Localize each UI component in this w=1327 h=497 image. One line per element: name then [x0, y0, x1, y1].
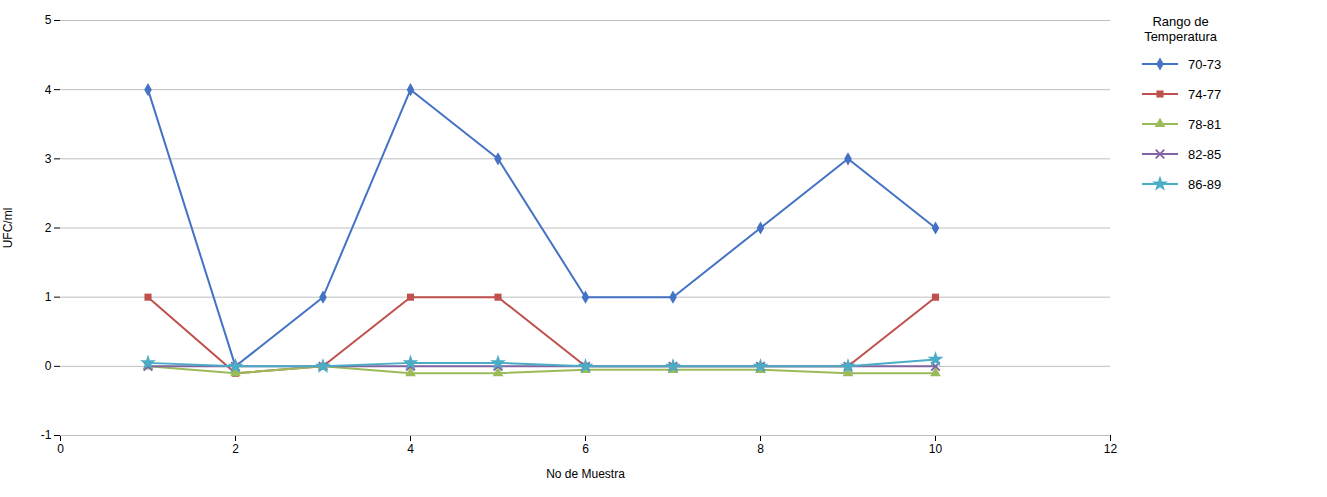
svg-text:10: 10 — [929, 442, 943, 456]
svg-text:4: 4 — [407, 442, 414, 456]
html-text:Rango de Temperatura: Rango de Temperatura — [1144, 14, 1218, 44]
html-text:74-77: 74-77 — [1188, 86, 1222, 102]
svg-text:UFC/ml: UFC/ml — [1, 208, 15, 249]
svg-text:12: 12 — [1104, 442, 1118, 456]
svg-text:-1: -1 — [41, 428, 52, 442]
html-text:82-85: 82-85 — [1188, 146, 1222, 162]
svg-text:5: 5 — [45, 13, 52, 27]
svg-text:No de Muestra: No de Muestra — [546, 467, 625, 481]
html-text:78-81: 78-81 — [1188, 116, 1222, 132]
svg-text:6: 6 — [582, 442, 589, 456]
svg-text:0: 0 — [45, 359, 52, 373]
html-text:86-89: 86-89 — [1188, 176, 1222, 192]
svg-text:0: 0 — [57, 442, 64, 456]
svg-text:1: 1 — [45, 290, 52, 304]
svg-text:2: 2 — [232, 442, 239, 456]
svg-text:8: 8 — [757, 442, 764, 456]
svg-text:2: 2 — [45, 221, 52, 235]
svg-text:3: 3 — [45, 152, 52, 166]
html-text:70-73: 70-73 — [1188, 56, 1222, 72]
svg-text:4: 4 — [45, 83, 52, 97]
